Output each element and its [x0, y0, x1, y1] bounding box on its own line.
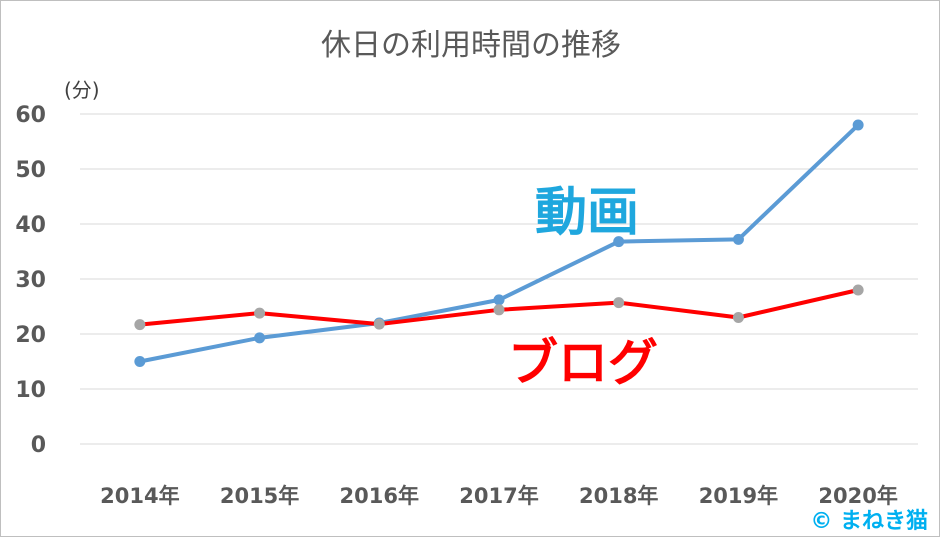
x-tick-label: 2019年	[699, 484, 778, 508]
x-tick-label: 2020年	[818, 484, 897, 508]
y-tick-label: 40	[15, 213, 46, 238]
x-tick-label: 2016年	[340, 484, 419, 508]
x-tick-label: 2018年	[579, 484, 658, 508]
data-point	[732, 233, 744, 245]
data-point	[613, 236, 625, 248]
y-tick-label: 0	[31, 433, 46, 458]
data-point	[493, 294, 505, 306]
data-point	[254, 332, 266, 344]
data-point	[732, 312, 744, 323]
series-label-blog: ブログ	[508, 334, 658, 392]
data-point	[613, 297, 625, 309]
y-tick-label: 30	[15, 268, 46, 293]
data-point	[373, 318, 385, 330]
x-tick-label: 2015年	[220, 484, 299, 508]
series-label-video: 動画	[535, 183, 639, 243]
data-point	[852, 284, 864, 296]
y-tick-label: 60	[15, 103, 46, 128]
x-tick-label: 2014年	[100, 484, 179, 508]
chart-title: 休日の利用時間の推移	[321, 28, 621, 63]
data-point	[852, 119, 864, 131]
data-point	[254, 307, 266, 319]
copyright-credit: © まねき猫	[810, 509, 928, 534]
y-tick-label: 10	[15, 378, 46, 403]
data-point	[134, 356, 146, 367]
y-tick-label: 50	[15, 158, 46, 183]
series-line	[137, 123, 861, 364]
y-tick-label: 20	[15, 323, 46, 348]
data-point	[493, 304, 505, 316]
y-axis-unit-label: (分)	[64, 78, 100, 102]
x-tick-label: 2017年	[459, 484, 538, 508]
data-point	[134, 319, 146, 331]
